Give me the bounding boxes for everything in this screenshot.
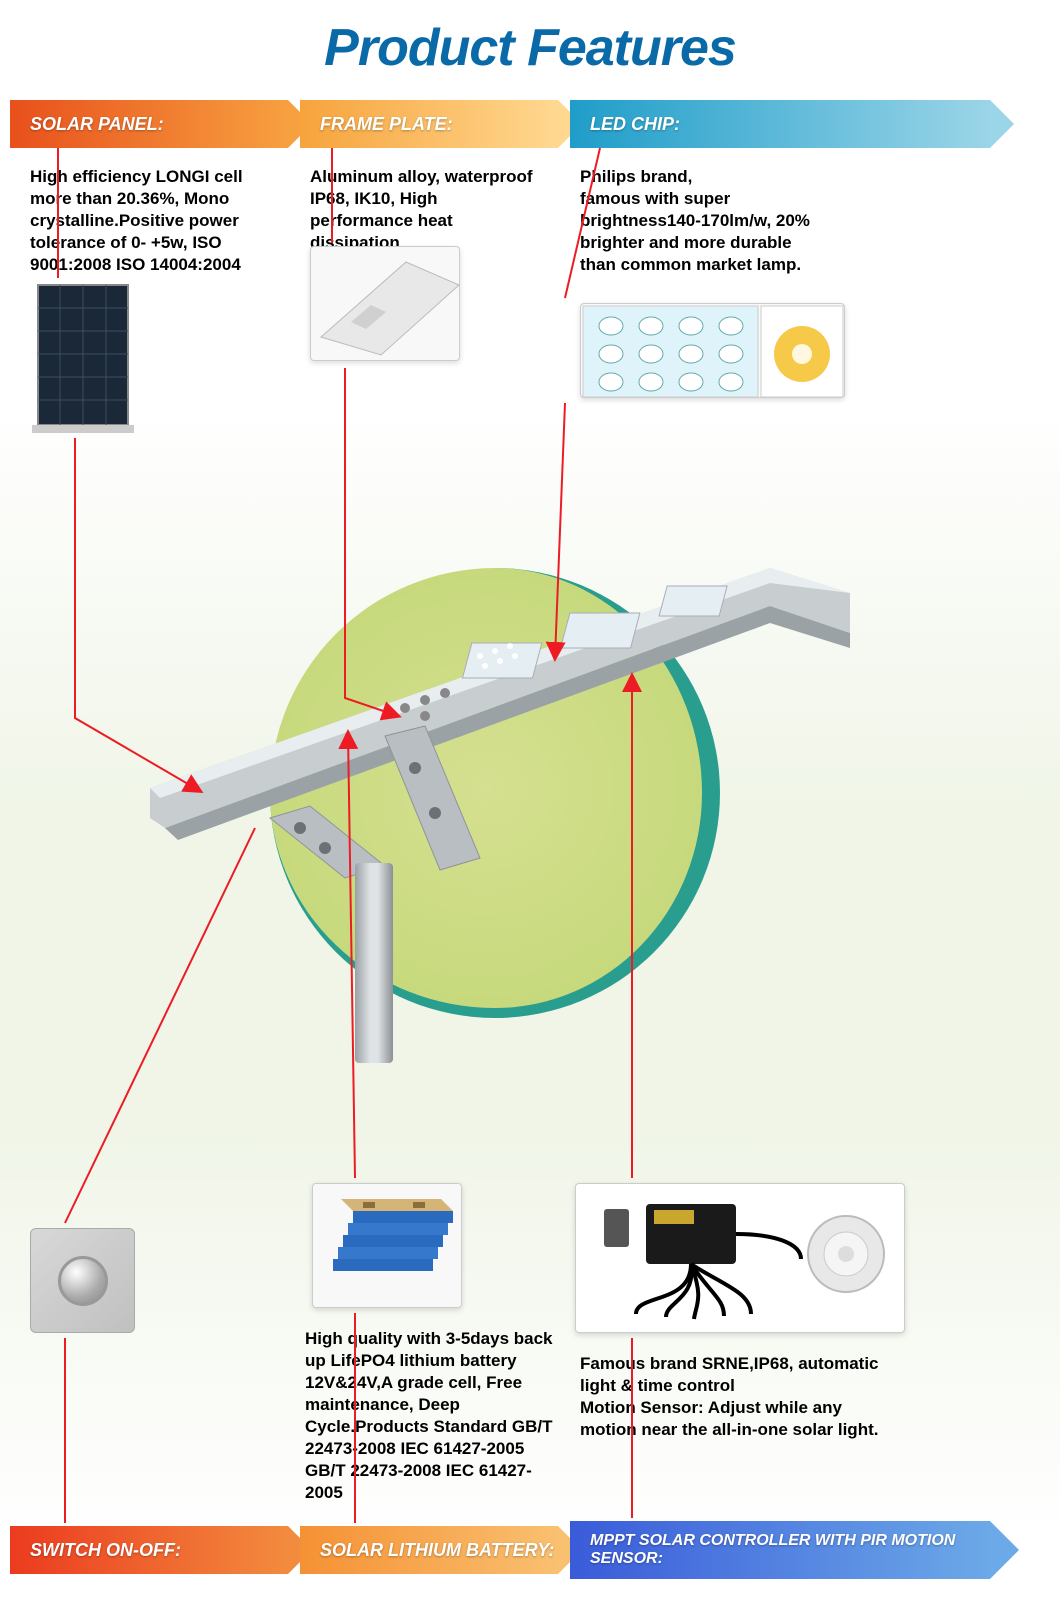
feature-bar-battery: SOLAR LITHIUM BATTERY: [300, 1526, 558, 1574]
feature-label: LED CHIP: [590, 114, 680, 135]
controller-image [575, 1183, 905, 1333]
led-chip-image [580, 303, 845, 398]
feature-label: SOLAR PANEL: [30, 114, 164, 135]
solar-panel-image [30, 283, 135, 433]
power-button-icon [58, 1256, 108, 1306]
feature-bar-led-chip: LED CHIP: [570, 100, 990, 148]
feature-desc-solar-panel: High efficiency LONGI cell more than 20.… [30, 166, 260, 276]
feature-label: MPPT SOLAR CONTROLLER WITH PIR MOTION SE… [590, 1532, 990, 1568]
feature-bar-frame-plate: FRAME PLATE: [300, 100, 558, 148]
switch-image [30, 1228, 135, 1333]
feature-bar-controller: MPPT SOLAR CONTROLLER WITH PIR MOTION SE… [570, 1521, 990, 1579]
feature-desc-frame-plate: Aluminum alloy, waterproof IP68, IK10, H… [310, 166, 540, 254]
feature-label: SOLAR LITHIUM BATTERY: [320, 1540, 554, 1561]
battery-image [312, 1183, 462, 1308]
feature-desc-led-chip: Philips brand, famous with super brightn… [580, 166, 810, 276]
page-title: Product Features [0, 18, 1060, 78]
feature-label: FRAME PLATE: [320, 114, 453, 135]
feature-desc-battery: High quality with 3-5days back up LifePO… [305, 1328, 555, 1504]
feature-bar-switch: SWITCH ON-OFF: [10, 1526, 288, 1574]
feature-desc-controller: Famous brand SRNE,IP68, automatic light … [580, 1353, 880, 1441]
feature-label: SWITCH ON-OFF: [30, 1540, 181, 1561]
frame-plate-image [310, 246, 460, 361]
product-image [130, 538, 870, 1068]
feature-bar-solar-panel: SOLAR PANEL: [10, 100, 288, 148]
